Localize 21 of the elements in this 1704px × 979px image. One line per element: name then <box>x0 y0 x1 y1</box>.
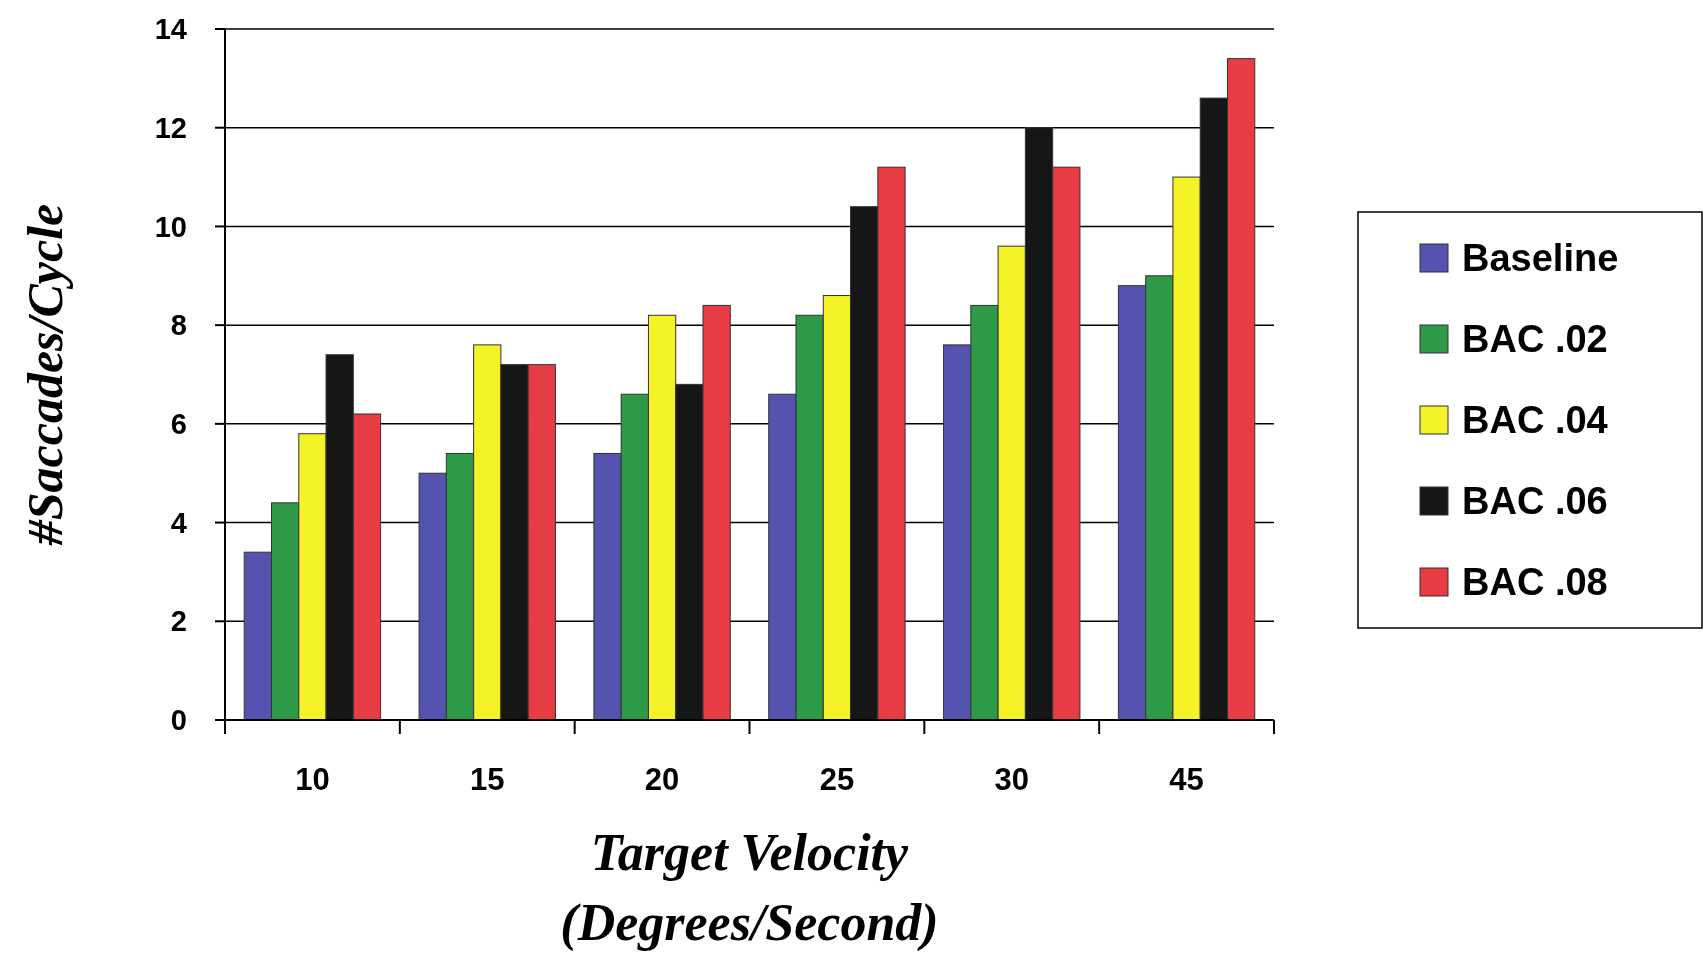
y-axis-title: #Saccades/Cycle <box>17 203 73 547</box>
x-tick-label: 10 <box>295 762 330 797</box>
y-tick-label: 2 <box>170 605 187 638</box>
y-tick-label: 12 <box>154 111 187 144</box>
y-tick-label: 6 <box>170 408 187 441</box>
x-tick-label: 30 <box>994 762 1029 797</box>
y-tick-label: 0 <box>170 704 187 737</box>
legend-label: BAC .06 <box>1462 480 1608 523</box>
y-tick-label: 10 <box>154 210 187 243</box>
y-tick-label: 4 <box>170 506 187 539</box>
x-tick-label: 45 <box>1169 762 1204 797</box>
legend-label: BAC .04 <box>1462 399 1608 442</box>
x-tick-label: 25 <box>819 762 855 797</box>
legend-label: BAC .02 <box>1462 318 1608 361</box>
y-tick-label: 8 <box>170 309 187 342</box>
y-tick-label: 14 <box>154 13 187 46</box>
legend-label: Baseline <box>1462 237 1619 280</box>
x-axis-title: Target Velocity (Degrees/Second) <box>560 824 939 952</box>
legend-label: BAC .08 <box>1462 561 1608 604</box>
x-tick-label: 15 <box>470 762 505 797</box>
x-tick-label: 20 <box>644 762 680 797</box>
